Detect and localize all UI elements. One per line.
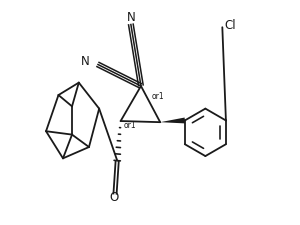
- Text: or1: or1: [124, 120, 136, 129]
- Text: N: N: [126, 11, 135, 24]
- Text: O: O: [110, 190, 119, 203]
- Text: Cl: Cl: [224, 19, 236, 32]
- Text: N: N: [81, 55, 90, 68]
- Text: or1: or1: [151, 91, 164, 100]
- Polygon shape: [160, 118, 185, 124]
